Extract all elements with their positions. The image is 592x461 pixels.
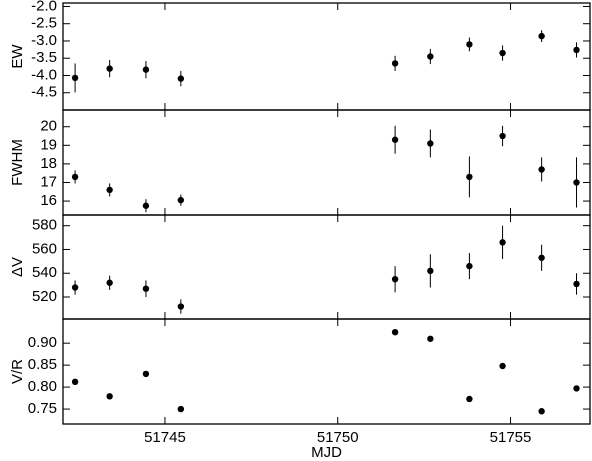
point (499, 362, 506, 370)
point (391, 275, 399, 283)
point (427, 267, 434, 275)
point (538, 254, 545, 261)
point (538, 166, 545, 173)
point (106, 65, 113, 72)
y-tick-label: 20 (40, 118, 57, 135)
point (71, 173, 79, 181)
point (71, 74, 79, 82)
point (573, 385, 580, 392)
point (177, 196, 185, 204)
y-axis-label: V/R (9, 359, 26, 384)
point (106, 393, 113, 400)
point (538, 32, 545, 40)
y-tick-label: -4.0 (31, 66, 57, 83)
y-tick-label: 0.85 (28, 356, 57, 373)
point (466, 173, 473, 181)
panel-frame (62, 2, 591, 111)
point (106, 186, 113, 194)
point (466, 41, 473, 48)
point (466, 262, 473, 270)
point (499, 49, 506, 57)
y-axis-label: FWHM (9, 139, 26, 186)
y-tick-label: -3.0 (31, 32, 57, 49)
y-tick-label: 17 (40, 173, 57, 190)
y-tick-label: 0.90 (28, 334, 57, 351)
point (499, 239, 506, 246)
point (427, 53, 434, 60)
point (177, 75, 185, 82)
y-tick-label: 580 (32, 217, 57, 234)
y-tick-label: -2.0 (31, 0, 57, 14)
point (391, 60, 399, 67)
y-tick-label: 520 (32, 288, 57, 305)
y-axis-label: ΔV (9, 257, 26, 277)
point (142, 285, 150, 292)
point (177, 303, 185, 310)
y-tick-label: 560 (32, 240, 57, 257)
panel-frame (62, 109, 591, 216)
x-tick-label: 51750 (317, 429, 359, 446)
point (71, 284, 79, 291)
point (466, 395, 473, 403)
point (427, 335, 434, 342)
y-tick-label: 0.80 (28, 378, 57, 395)
y-axis-label: EW (9, 44, 26, 69)
point (142, 66, 150, 73)
point (177, 405, 185, 413)
point (427, 140, 434, 147)
point (499, 132, 506, 140)
y-tick-label: 19 (40, 136, 57, 153)
y-tick-label: 0.75 (28, 400, 57, 417)
point (391, 136, 399, 143)
point (106, 279, 113, 286)
y-tick-label: -2.5 (31, 15, 57, 32)
y-tick-label: 16 (40, 192, 57, 209)
point (573, 46, 580, 54)
y-tick-label: -4.5 (31, 84, 57, 101)
panel-frame (62, 214, 591, 320)
point (71, 378, 79, 386)
panel-frame (62, 318, 591, 425)
point (142, 202, 150, 209)
y-tick-label: 540 (32, 264, 57, 281)
y-tick-label: -3.5 (31, 49, 57, 66)
point (391, 328, 399, 336)
point (573, 179, 580, 186)
x-axis-label: MJD (311, 444, 342, 461)
point (142, 370, 150, 378)
point (538, 408, 545, 415)
x-tick-label: 51745 (144, 429, 186, 446)
point (573, 280, 580, 288)
x-tick-label: 51755 (490, 429, 532, 446)
y-tick-label: 18 (40, 155, 57, 172)
